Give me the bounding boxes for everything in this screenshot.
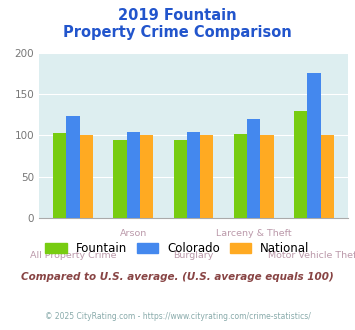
Bar — [260, 135, 274, 218]
Bar — [321, 135, 334, 218]
Bar — [66, 116, 80, 218]
Text: 2019 Fountain: 2019 Fountain — [118, 8, 237, 23]
Text: Burglary: Burglary — [173, 251, 214, 260]
Text: © 2025 CityRating.com - https://www.cityrating.com/crime-statistics/: © 2025 CityRating.com - https://www.city… — [45, 312, 310, 321]
Bar — [200, 135, 213, 218]
Legend: Fountain, Colorado, National: Fountain, Colorado, National — [42, 239, 313, 259]
Bar — [174, 140, 187, 218]
Bar — [53, 133, 66, 218]
Bar — [113, 140, 127, 218]
Text: Arson: Arson — [120, 229, 147, 238]
Text: Larceny & Theft: Larceny & Theft — [216, 229, 291, 238]
Text: Property Crime Comparison: Property Crime Comparison — [63, 25, 292, 40]
Bar — [294, 111, 307, 218]
Text: Motor Vehicle Theft: Motor Vehicle Theft — [268, 251, 355, 260]
Bar — [307, 73, 321, 218]
Bar — [187, 132, 200, 218]
Bar — [234, 134, 247, 218]
Text: Compared to U.S. average. (U.S. average equals 100): Compared to U.S. average. (U.S. average … — [21, 272, 334, 282]
Bar — [80, 135, 93, 218]
Bar — [127, 132, 140, 218]
Bar — [247, 119, 260, 218]
Text: All Property Crime: All Property Crime — [30, 251, 116, 260]
Bar — [140, 135, 153, 218]
